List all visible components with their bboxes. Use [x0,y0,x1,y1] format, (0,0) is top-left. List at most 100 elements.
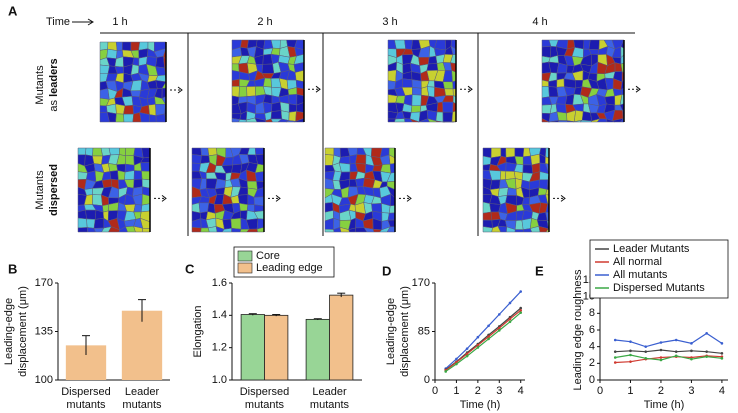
x-tick-label: 4 [518,385,524,397]
cell [254,171,265,182]
data-point [659,358,663,362]
data-point [659,356,663,359]
cell [205,217,217,229]
cell [442,81,454,90]
data-point [674,354,678,358]
cell [556,111,568,121]
y-tick-label: 2 [589,357,595,369]
cell [231,228,242,233]
bar [121,310,163,380]
data-point [629,360,632,363]
data-point [497,326,501,330]
cell-image [191,147,281,233]
cell [148,104,157,116]
y-tick-label: 170 [412,277,430,289]
cell-image [541,39,641,123]
cell [411,94,422,107]
bar [305,318,330,381]
y-axis-label-line: Leading-edge [385,298,397,365]
data-point [720,357,724,360]
cell [231,70,240,81]
cell [427,55,438,65]
cell [355,177,365,188]
cell [489,179,501,190]
x-axis-label: Time (h) [460,399,501,411]
cell [238,119,247,123]
y-tick-label: 1.4 [212,309,227,321]
motion-arrow-head [161,195,167,202]
x-tick-label: mutants [66,399,106,411]
cell [141,228,151,233]
panel-label: A [8,3,18,18]
data-point [644,357,648,360]
cell [558,120,568,123]
cell [482,211,493,221]
data-point [465,352,469,356]
row-label: Mutants as leaders [34,58,60,111]
data-point [508,320,512,324]
y-axis-label-line: displacement (μm) [17,286,29,377]
cell [77,227,88,233]
series-line [615,354,722,361]
data-point [444,370,448,373]
data-point [613,338,617,342]
data-point [659,341,663,344]
y-tick-label: 8 [589,307,595,319]
row-label-line: Mutants [34,170,46,210]
cell [77,171,88,180]
cell-image [77,147,167,233]
cell [324,147,335,156]
cell [109,170,119,181]
y-tick-label: 1.6 [212,277,227,289]
x-axis-label: Time (h) [644,399,685,411]
data-point [508,317,512,321]
cell [125,155,135,166]
legend-label: All normal [613,256,662,268]
time-label: Time [46,16,70,28]
data-point [519,309,523,312]
data-point [629,340,632,343]
cell [141,147,151,159]
cell [200,155,211,164]
x-tick-label: 0 [597,385,603,397]
cell [556,78,565,88]
cell [77,217,88,229]
cell [556,62,568,74]
x-tick-label: mutants [122,399,162,411]
cell [115,113,125,123]
legend-label: All mutants [613,269,668,281]
data-point [705,332,708,335]
cell [207,147,218,157]
cell [108,147,120,156]
time-header: 3 h [382,16,397,28]
bar [240,314,265,381]
data-point [629,353,632,357]
data-point [476,335,480,339]
cell [395,95,406,104]
y-tick-label: 6 [589,324,595,336]
y-axis-label-line: Leading edge roughness [572,269,584,391]
y-tick-label: 85 [418,325,430,337]
cell [230,217,242,230]
data-point [519,306,523,310]
y-axis-label-line: Leading-edge [3,298,15,365]
cell-image [231,39,321,123]
cell [133,170,143,180]
cell [231,78,240,87]
cell [482,155,492,166]
cell [263,77,272,88]
cell [387,80,396,90]
cell [514,147,525,158]
cell [505,147,516,158]
x-tick-label: 2 [658,385,664,397]
cell [426,63,439,71]
cell [394,39,406,50]
y-axis-label: Leading-edge displacement (μm) [3,286,29,377]
data-point [720,342,724,345]
x-tick-label: Dispersed [61,386,111,398]
legend-swatch [237,262,253,274]
cell [436,101,444,113]
cell [541,46,552,58]
cell [355,154,367,165]
row-label-line: as leaders [48,58,60,111]
